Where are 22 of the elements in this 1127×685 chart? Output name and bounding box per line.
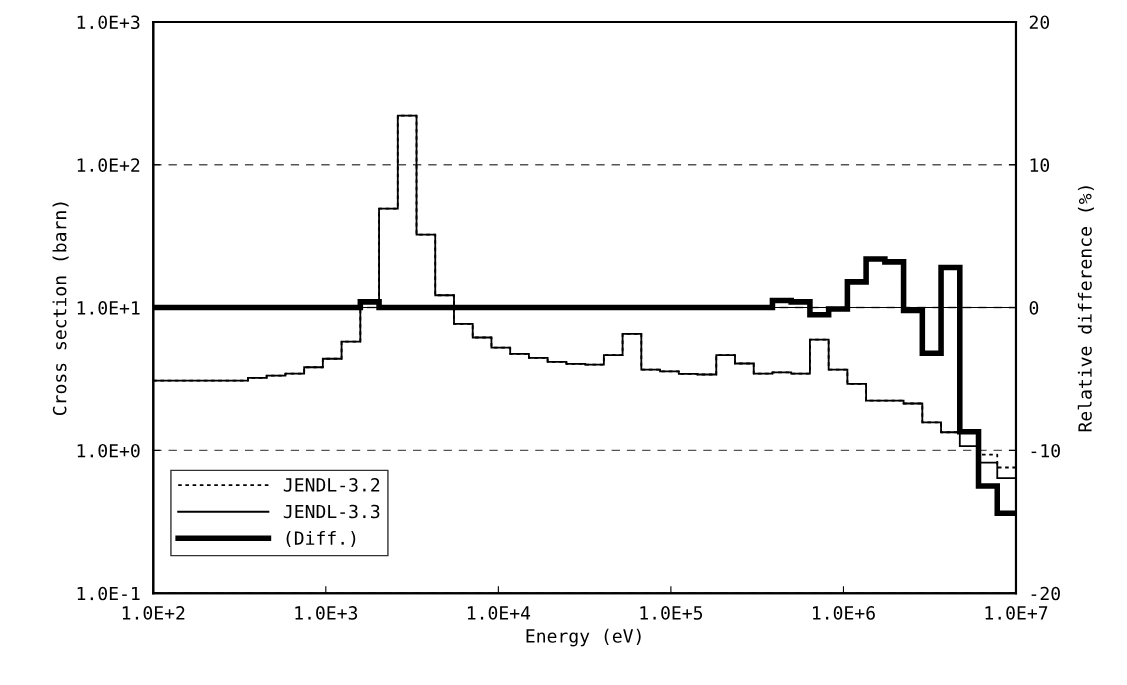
y-axis-title: Cross section (barn) (52, 202, 69, 416)
y2-tick-label: 20 (1029, 15, 1050, 30)
x-tick-label: 1.0E+5 (640, 606, 703, 620)
y-tick-label: 1.0E+3 (77, 15, 140, 30)
legend-label: (Diff.) (286, 530, 356, 548)
y-tick-label: 1.0E+0 (77, 443, 140, 458)
y2-axis-title: Relative difference (%) (1077, 186, 1094, 432)
y-tick-label: 1.0E+1 (77, 301, 140, 315)
x-tick-label: 1.0E+6 (813, 606, 875, 620)
legend-label: JENDL-3.2 (283, 478, 380, 492)
y-tick-label: 1.0E-1 (77, 586, 140, 601)
x-tick-label: 1.0E+2 (122, 606, 185, 620)
x-axis-title: Energy (eV) (526, 628, 641, 647)
legend-label: JENDL-3.3 (283, 504, 380, 519)
x-tick-label: 1.0E+3 (295, 606, 358, 620)
y2-tick-label: -20 (1031, 586, 1060, 601)
x-tick-label: 1.0E+4 (467, 606, 531, 620)
y2-tick-label: 0 (1029, 301, 1039, 315)
y2-tick-label: 10 (1030, 158, 1050, 172)
y2-tick-label: -10 (1031, 443, 1060, 458)
y-tick-label: 1.0E+2 (77, 158, 140, 172)
x-tick-label: 1.0E+7 (985, 606, 1048, 620)
